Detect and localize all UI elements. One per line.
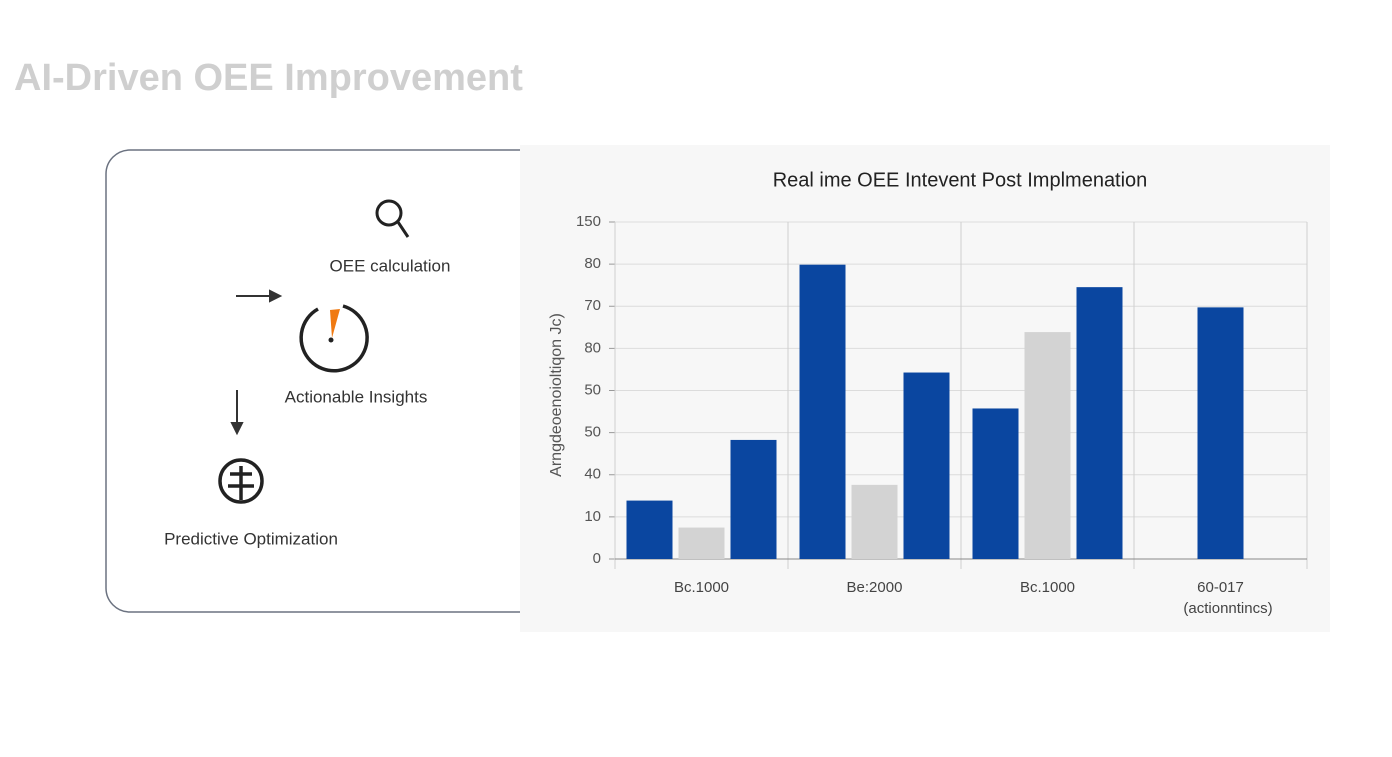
x-tick-label: Be:2000 <box>847 579 903 596</box>
bar <box>678 527 725 559</box>
bar <box>799 264 846 559</box>
y-tick-label: 50 <box>584 424 601 441</box>
x-tick-label: Bc.1000 <box>1020 579 1075 596</box>
y-tick-label: 80 <box>584 255 601 272</box>
bar <box>626 500 673 559</box>
plot: 0 10 40 50 50 80 70 80 150 Bc.1000 Be:2000 Bc.1000 6… <box>576 213 1308 596</box>
search-icon <box>375 199 410 238</box>
bar <box>1076 287 1123 559</box>
y-axis-label: Arngdeoenoioltiqon Jc) <box>548 313 565 477</box>
x-axis-note: (actionntincs) <box>1183 600 1272 617</box>
bar <box>851 484 898 559</box>
y-tick-label: 150 <box>576 213 601 230</box>
page-title: AI-Driven OEE Improvement <box>14 57 523 99</box>
bar <box>903 372 950 559</box>
step-label: OEE calculation <box>330 256 451 275</box>
y-tick-label: 80 <box>584 339 601 356</box>
y-tick-label: 70 <box>584 297 601 314</box>
down-arrow <box>230 390 244 436</box>
step-label: Actionable Insights <box>285 387 428 406</box>
gauge-icon <box>299 304 369 373</box>
bar <box>972 408 1019 559</box>
bar <box>1197 307 1244 559</box>
step-label: Predictive Optimization <box>164 529 338 548</box>
y-tick-label: 40 <box>584 466 601 483</box>
bar <box>1024 332 1071 559</box>
x-tick-label: Bc.1000 <box>674 579 729 596</box>
y-tick-label: 10 <box>584 508 601 525</box>
optimization-icon <box>218 458 264 504</box>
chart-title: Real ime OEE Intevent Post Implmenation <box>773 169 1148 191</box>
x-tick-label: 60-017 <box>1197 579 1244 596</box>
right-arrow <box>236 289 283 303</box>
bar <box>730 439 777 559</box>
y-tick-label: 50 <box>584 381 601 398</box>
y-tick-label: 0 <box>593 550 601 567</box>
